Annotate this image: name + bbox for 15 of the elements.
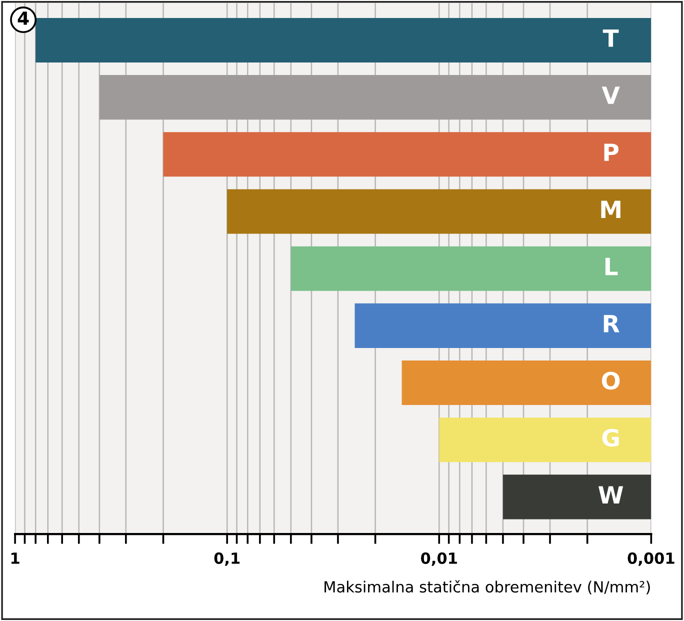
y-tick-label: L [605,258,618,276]
x-tick-label: 1 [11,552,20,564]
x-axis-title: Maksimalna statična obremenitev (N/mm²) [324,580,650,594]
y-tick-label: M [601,200,620,218]
x-tick-label: 0,01 [421,552,457,566]
y-tick-label: T [602,30,619,47]
y-tick-label: R [604,314,620,332]
y-tick-label: V [602,86,620,104]
y-tick-label: P [604,144,618,161]
y-tick-label: G [602,428,619,447]
x-tick-label: 0,001 [628,552,674,566]
x-tick-label: 0,1 [214,552,240,566]
y-tick-label: O [602,372,620,390]
y-tick-label: W [598,486,624,504]
annotation: 4 [18,12,29,25]
